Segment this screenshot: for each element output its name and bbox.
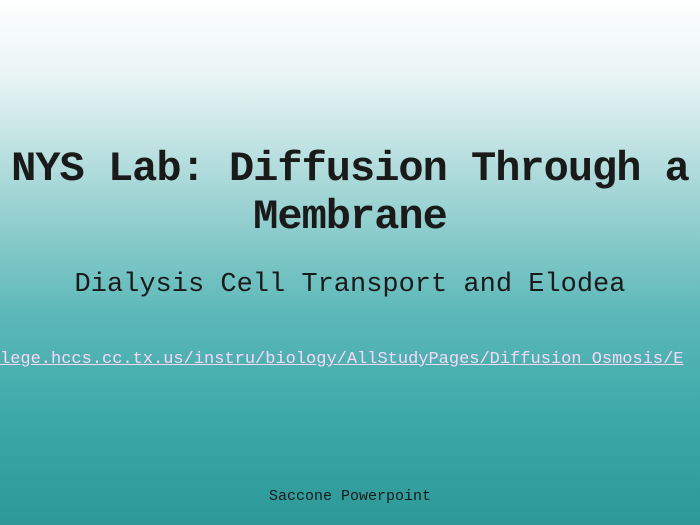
reference-link[interactable]: lege.hccs.cc.tx.us/instru/biology/AllStu…: [0, 350, 700, 369]
slide-subtitle: Dialysis Cell Transport and Elodea: [75, 270, 626, 300]
presentation-slide: NYS Lab: Diffusion Through a Membrane Di…: [0, 0, 700, 525]
slide-title: NYS Lab: Diffusion Through a Membrane: [0, 145, 700, 242]
slide-footer: Saccone Powerpoint: [269, 488, 431, 505]
